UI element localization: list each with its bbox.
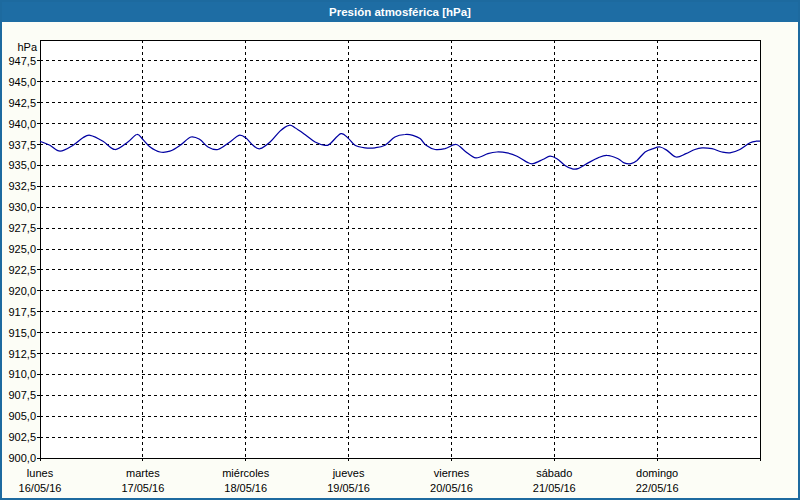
x-day-name-label: lunes (27, 467, 53, 480)
x-day-date-label: 22/05/16 (636, 482, 679, 495)
x-day-date-label: 17/05/16 (121, 482, 164, 495)
y-tick-label: 900,0 (2, 451, 36, 465)
x-day-name-label: miércoles (222, 467, 269, 480)
x-day-name-label: martes (126, 467, 160, 480)
chart-title: Presión atmosférica [hPa] (329, 6, 471, 18)
y-tick-label: 910,0 (2, 367, 36, 381)
y-tick-label: 947,5 (2, 54, 36, 68)
y-tick-label: 922,5 (2, 263, 36, 277)
x-day-name-label: jueves (333, 467, 365, 480)
chart-window: hPa 947,5 945,0 942,5 940,0 937,5 935,0 932,5 9… (0, 0, 800, 500)
x-day-date-label: 19/05/16 (327, 482, 370, 495)
x-day-name-label: domingo (636, 467, 678, 480)
y-tick-label: 917,5 (2, 305, 36, 319)
y-tick-label: 940,0 (2, 117, 36, 131)
x-day-date-label: 21/05/16 (533, 482, 576, 495)
y-tick-label: 907,5 (2, 388, 36, 402)
y-tick-label: 925,0 (2, 242, 36, 256)
x-day-date-label: 20/05/16 (430, 482, 473, 495)
x-day-date-label: 18/05/16 (224, 482, 267, 495)
y-tick-label: 942,5 (2, 96, 36, 110)
y-tick-label: 935,0 (2, 158, 36, 172)
y-tick-label: 915,0 (2, 326, 36, 340)
x-day-name-label: sábado (536, 467, 572, 480)
chart-area: hPa 947,5 945,0 942,5 940,0 937,5 935,0 932,5 9… (2, 2, 798, 498)
y-axis-unit-label: hPa (2, 40, 37, 54)
y-tick-label: 930,0 (2, 200, 36, 214)
pressure-line-chart (2, 2, 798, 498)
y-tick-label: 912,5 (2, 347, 36, 361)
y-tick-label: 920,0 (2, 284, 36, 298)
y-tick-label: 905,0 (2, 409, 36, 423)
y-tick-label: 945,0 (2, 75, 36, 89)
y-tick-label: 937,5 (2, 138, 36, 152)
y-tick-label: 932,5 (2, 179, 36, 193)
y-tick-label: 902,5 (2, 430, 36, 444)
x-day-date-label: 16/05/16 (19, 482, 62, 495)
title-bar: Presión atmosférica [hPa] (2, 2, 798, 22)
x-day-name-label: viernes (434, 467, 469, 480)
y-tick-label: 927,5 (2, 221, 36, 235)
